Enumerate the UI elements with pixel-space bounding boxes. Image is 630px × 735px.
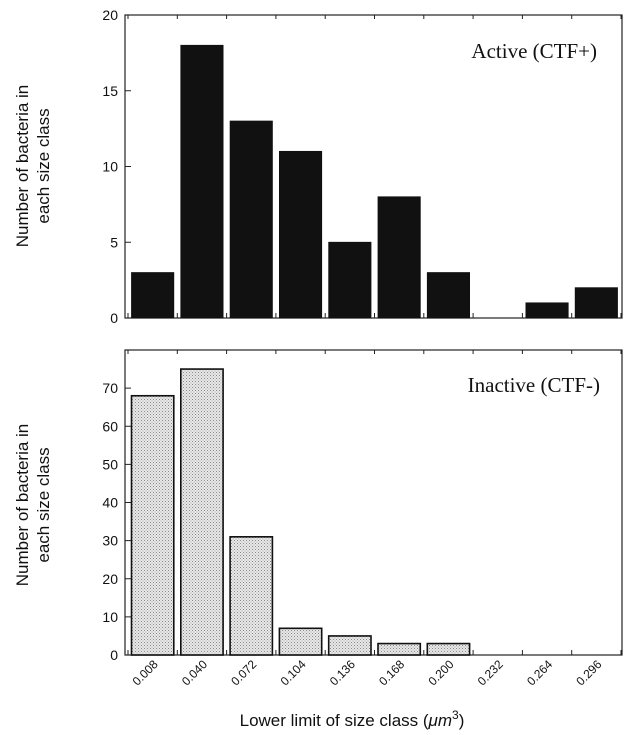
x-tick-label: 0.296 <box>573 657 604 688</box>
bar-0.296 <box>574 287 618 319</box>
bar-0.168 <box>377 642 422 656</box>
panel-label: Active (CTF+) <box>471 39 597 63</box>
x-tick-label: 0.168 <box>376 657 407 688</box>
y-tick-label: 20 <box>102 7 118 23</box>
active-panel: 0 5 10 15 20 Active (CTF+) Number of bacteria … <box>13 7 623 326</box>
x-tick-label: 0.136 <box>327 657 358 688</box>
bar-0.104 <box>278 150 323 319</box>
inactive-panel: 0 10 20 30 40 50 60 70 Inactive (CTF-) Number of … <box>13 349 623 663</box>
x-tick-label: 0.104 <box>278 657 309 688</box>
y-tick-label: 60 <box>102 418 118 434</box>
bar-0.200 <box>426 642 471 656</box>
y-tick-label: 0 <box>110 310 118 326</box>
x-axis-title: Lower limit of size class (μm3) <box>240 708 465 730</box>
y-tick-label: 10 <box>102 609 118 625</box>
x-tick-label: 0.232 <box>475 657 506 688</box>
bar-0.040 <box>180 368 224 656</box>
bar-0.264 <box>525 302 569 319</box>
y-tick-label: 40 <box>102 495 118 511</box>
y-tick-label: 50 <box>102 456 118 472</box>
y-tick-label: 15 <box>102 83 118 99</box>
y-tick-label: 70 <box>102 380 118 396</box>
y-axis-title: Number of bacteria in each size class <box>13 85 53 248</box>
bar-0.136 <box>328 241 372 319</box>
y-axis-title: Number of bacteria in each size class <box>13 424 53 587</box>
bar-0.008 <box>130 394 175 656</box>
bar-0.040 <box>180 44 224 319</box>
x-tick-label: 0.072 <box>228 657 259 688</box>
bar-0.200 <box>426 272 470 319</box>
y-tick-label: 30 <box>102 533 118 549</box>
x-tick-label: 0.200 <box>425 657 456 688</box>
bar-0.008 <box>131 272 175 319</box>
x-tick-label: 0.040 <box>179 657 210 688</box>
y-tick-label: 20 <box>102 571 118 587</box>
bar-0.072 <box>229 536 274 656</box>
x-tick-labels: 0.008 0.040 0.072 0.104 0.136 0.168 0.200 0.232… <box>130 657 605 688</box>
bar-0.104 <box>278 627 323 656</box>
x-tick-label: 0.264 <box>524 657 555 688</box>
y-tick-label: 5 <box>110 234 118 250</box>
bar-0.168 <box>377 196 421 319</box>
bar-0.072 <box>229 120 273 319</box>
x-tick-label: 0.008 <box>130 657 161 688</box>
panel-label: Inactive (CTF-) <box>468 373 600 397</box>
bar-0.136 <box>327 635 372 656</box>
y-tick-label: 0 <box>110 647 118 663</box>
y-tick-label: 10 <box>102 159 118 175</box>
